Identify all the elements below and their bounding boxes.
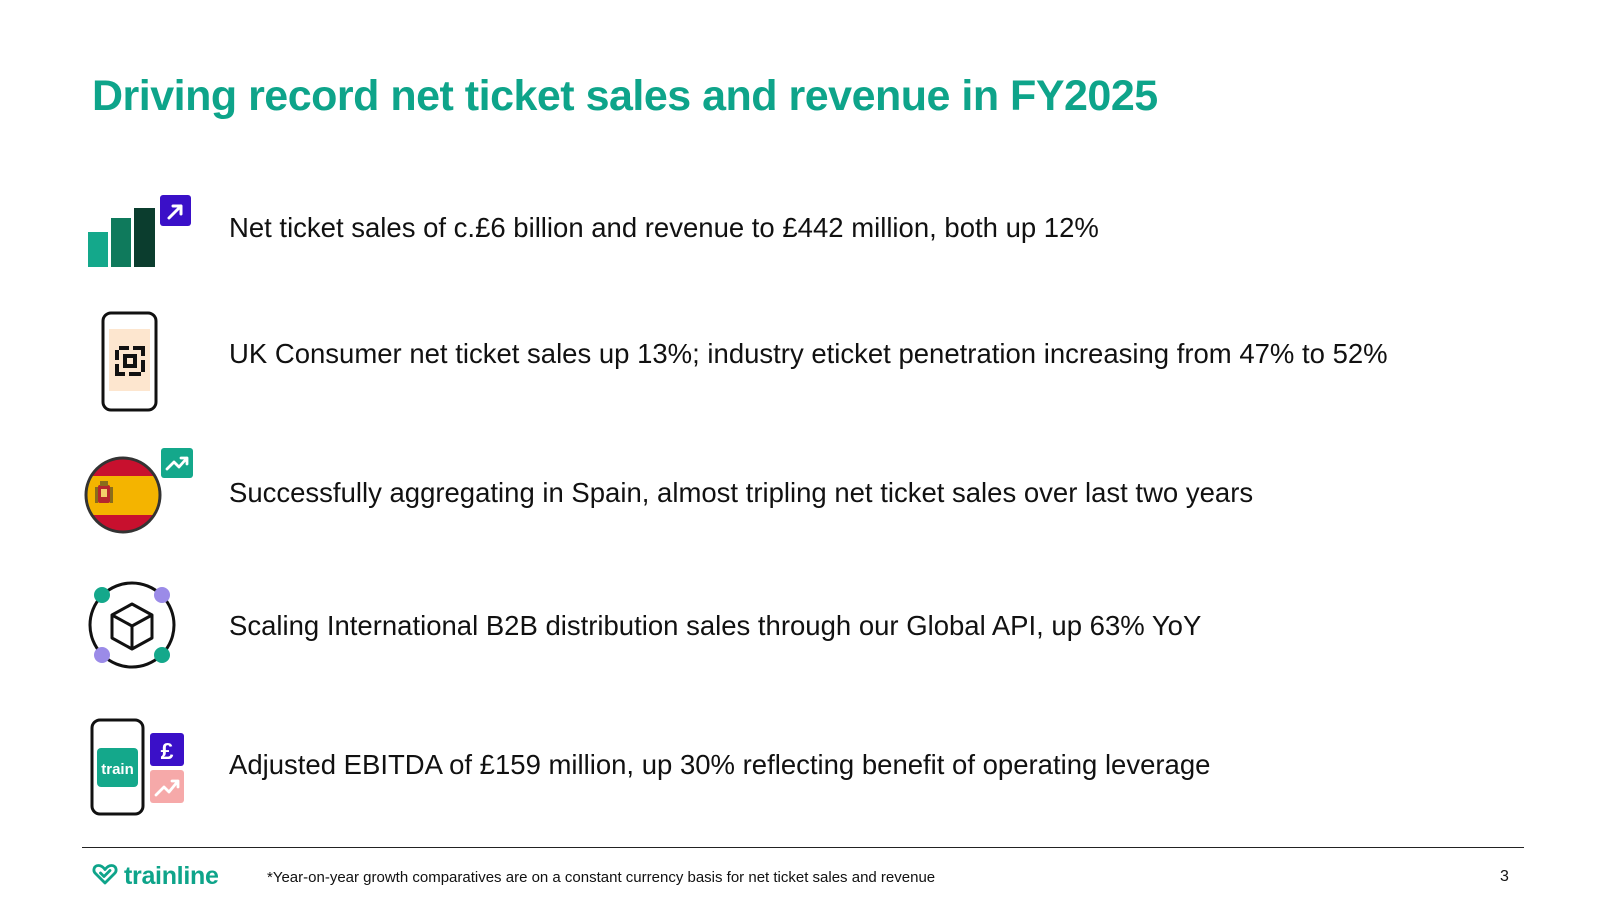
- spain-flag-growth-icon: [80, 448, 200, 558]
- global-api-cube-icon: [80, 580, 200, 690]
- train-app-label: train: [101, 761, 134, 778]
- bullet-spain: Successfully aggregating in Spain, almos…: [0, 448, 1600, 558]
- bullet-b2b-global-api: Scaling International B2B distribution s…: [0, 580, 1600, 690]
- brand-name: trainline: [124, 862, 219, 890]
- bullet-text: UK Consumer net ticket sales up 13%; ind…: [229, 338, 1388, 369]
- phone-pound-growth-icon: train £: [80, 717, 200, 827]
- bullet-text: Successfully aggregating in Spain, almos…: [229, 477, 1254, 508]
- trainline-logo: trainline: [92, 862, 219, 891]
- page-number: 3: [1500, 868, 1509, 885]
- bullet-text: Adjusted EBITDA of £159 million, up 30% …: [229, 749, 1211, 780]
- phone-eticket-icon: [80, 310, 200, 420]
- footnote: *Year-on-year growth comparatives are on…: [267, 869, 936, 886]
- bullet-uk-consumer: UK Consumer net ticket sales up 13%; ind…: [0, 310, 1600, 420]
- footer-divider: [82, 847, 1524, 848]
- bullet-net-ticket-sales: Net ticket sales of c.£6 billion and rev…: [0, 185, 1600, 295]
- heart-check-icon: [92, 863, 118, 890]
- pound-sign: £: [161, 738, 174, 764]
- bar-chart-growth-icon: [80, 185, 200, 295]
- bullet-text: Net ticket sales of c.£6 billion and rev…: [229, 212, 1099, 243]
- bullet-text: Scaling International B2B distribution s…: [229, 610, 1202, 641]
- slide-title: Driving record net ticket sales and reve…: [92, 72, 1158, 120]
- bullet-adjusted-ebitda: train £ Adjusted EBITDA of £159 million,…: [0, 717, 1600, 827]
